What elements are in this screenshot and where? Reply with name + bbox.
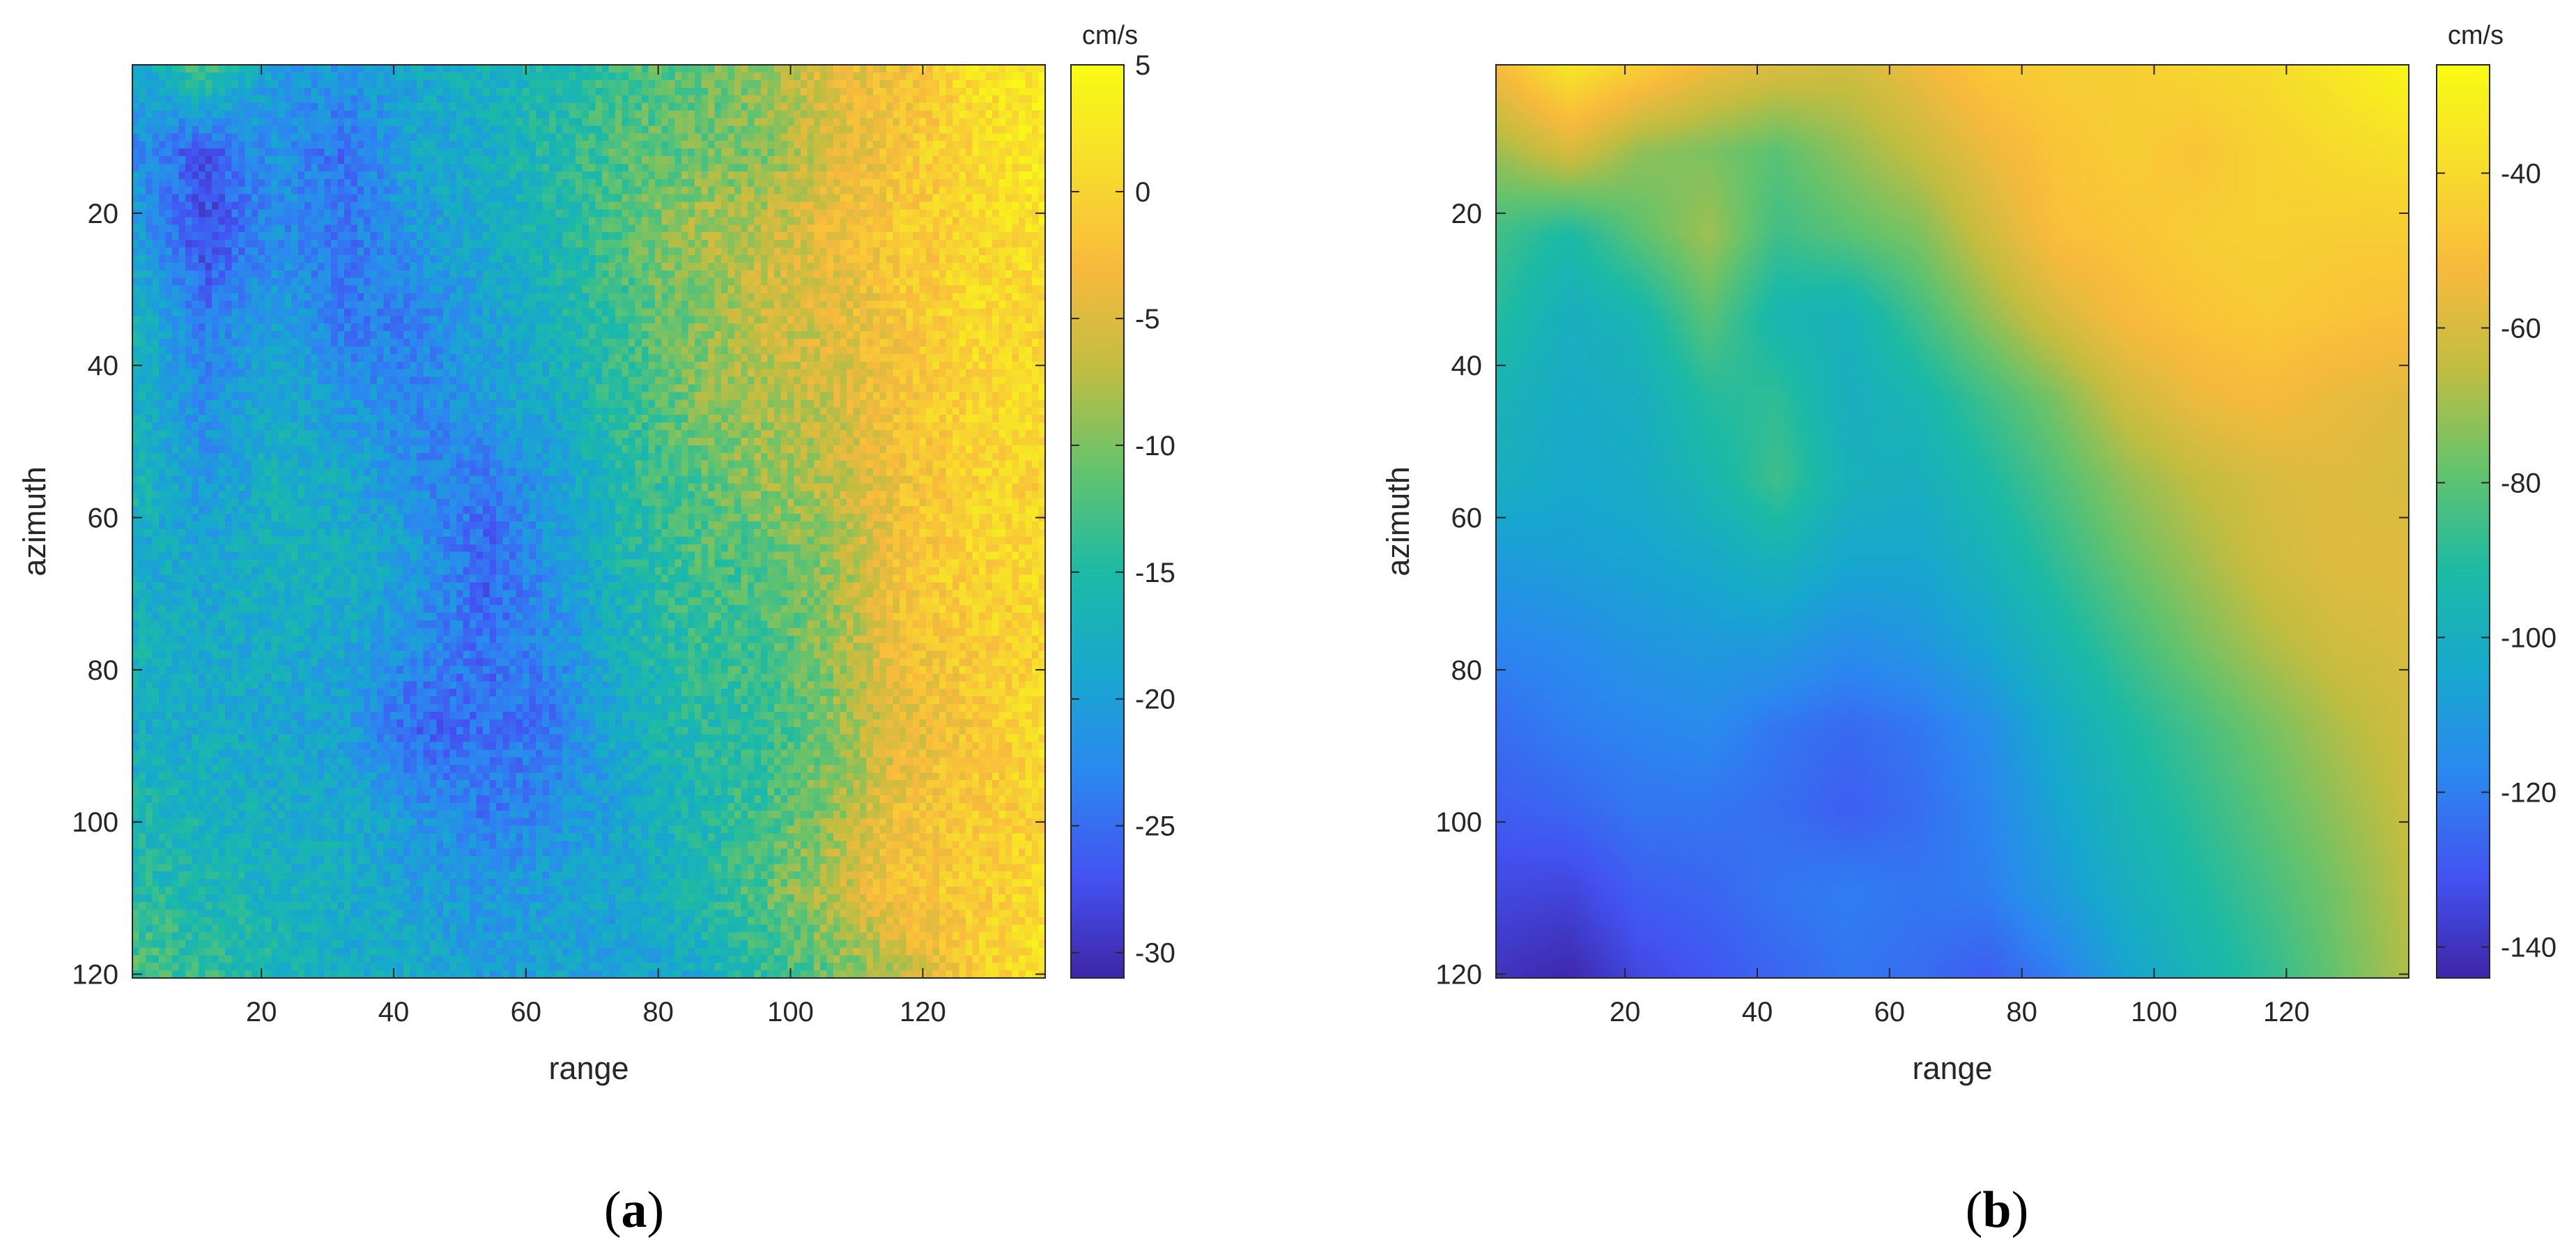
colorbar-tick-label: -120 [2501, 778, 2556, 809]
colorbar-box [1070, 64, 1125, 979]
heatmap-image [1496, 65, 2409, 978]
y-tick-label: 100 [72, 807, 118, 838]
x-tick-label: 120 [2263, 997, 2310, 1027]
y-tick-label: 80 [88, 655, 119, 686]
x-tick-label: 120 [900, 997, 946, 1027]
colorbar-box [2436, 64, 2490, 979]
chart-b: 20 40 60 80 100 120 20 40 60 80 100 120 range azimuth… [1380, 21, 2556, 1239]
x-tick-label: 20 [1610, 997, 1641, 1027]
x-tick-label: 20 [246, 997, 277, 1027]
x-tick-label: 80 [642, 997, 674, 1027]
y-tick-label: 80 [1451, 655, 1483, 686]
y-tick-label: 20 [88, 199, 119, 229]
y-tick-label: 120 [72, 960, 118, 991]
y-tick-label: 60 [1451, 503, 1483, 534]
colorbar-tick-label: -20 [1135, 685, 1175, 715]
colorbar-tick-label: -10 [1135, 431, 1175, 461]
y-axis-label: azimuth [17, 466, 52, 576]
x-tick-label: 60 [1874, 997, 1906, 1027]
axes-box [132, 64, 1046, 979]
y-tick-label: 40 [88, 351, 119, 381]
x-tick-label: 40 [1742, 997, 1773, 1027]
colorbar-tick-label: -5 [1135, 304, 1160, 335]
colorbar-tick-label: 0 [1135, 177, 1150, 208]
colorbar-unit-label: cm/s [1082, 21, 1138, 50]
colorbar-tick-label: -15 [1135, 558, 1175, 588]
colorbar-tick-label: -40 [2501, 158, 2541, 189]
chart-a: 20 40 60 80 100 120 20 40 60 80 100 120 range azimuth… [17, 21, 1175, 1239]
y-tick-label: 20 [1451, 199, 1483, 229]
heatmap-image [132, 65, 1045, 978]
y-tick-label: 120 [1435, 960, 1482, 991]
panel-caption: (b) [1966, 1182, 2028, 1239]
colorbar-tick-label: 5 [1135, 50, 1150, 81]
x-tick-label: 100 [767, 997, 814, 1027]
colorbar-tick-label: -30 [1135, 938, 1175, 969]
colorbar-tick-label: -140 [2501, 933, 2556, 963]
x-tick-label: 100 [2131, 997, 2177, 1027]
x-tick-label: 40 [378, 997, 410, 1027]
x-axis-label: range [548, 1050, 628, 1086]
colorbar-tick-label: -60 [2501, 313, 2541, 344]
y-axis-label: azimuth [1380, 466, 1416, 576]
x-tick-label: 80 [2006, 997, 2037, 1027]
colorbar-tick-label: -100 [2501, 623, 2556, 654]
colorbar [1071, 65, 1124, 978]
colorbar-unit-label: cm/s [2448, 21, 2504, 50]
y-tick-label: 40 [1451, 351, 1483, 381]
colorbar-tick-label: -80 [2501, 468, 2541, 498]
x-axis-label: range [1912, 1050, 1992, 1086]
y-tick-label: 100 [1435, 807, 1482, 838]
panel-caption: (a) [604, 1182, 664, 1239]
y-tick-label: 60 [88, 503, 119, 534]
colorbar [2437, 65, 2490, 978]
x-tick-label: 60 [511, 997, 542, 1027]
colorbar-tick-label: -25 [1135, 811, 1175, 842]
axes-box [1495, 64, 2409, 979]
